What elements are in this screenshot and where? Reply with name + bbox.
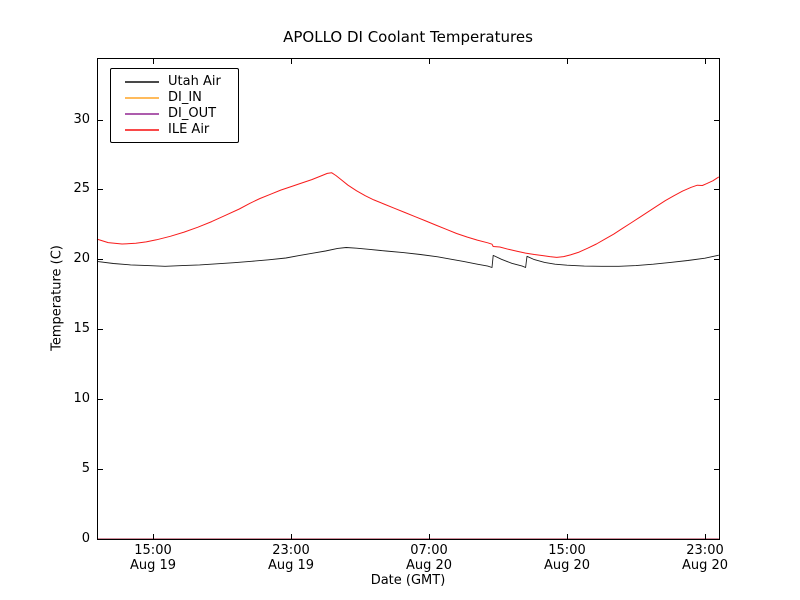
series-line-utah-air <box>96 247 719 268</box>
x-tick-label: 23:00 Aug 20 <box>681 543 729 573</box>
legend-line-utah-air <box>125 81 159 83</box>
y-tick-label: 5 <box>81 461 90 476</box>
y-tick-label: 25 <box>73 181 90 196</box>
chart-title: APOLLO DI Coolant Temperatures <box>283 28 533 46</box>
x-axis-label: Date (GMT) <box>370 573 446 588</box>
y-tick-label: 20 <box>73 251 90 266</box>
x-tick-label: 15:00 Aug 19 <box>129 543 177 573</box>
legend-line-ile-air <box>125 129 159 131</box>
legend-label: ILE Air <box>168 122 210 137</box>
legend-item-di-in: DI_IN <box>111 90 238 106</box>
series-line-ile-air <box>96 172 720 258</box>
legend: Utah Air DI_IN DI_OUT ILE Air <box>110 68 239 143</box>
y-tick-label: 0 <box>81 531 90 546</box>
legend-label: Utah Air <box>168 74 221 89</box>
x-tick-label: 23:00 Aug 19 <box>267 543 315 573</box>
y-tick-label: 30 <box>73 112 90 127</box>
x-tick-label: 15:00 Aug 20 <box>543 543 591 573</box>
y-tick-label: 15 <box>73 321 90 336</box>
legend-line-di-out <box>125 113 159 115</box>
legend-item-utah-air: Utah Air <box>111 74 238 90</box>
legend-item-ile-air: ILE Air <box>111 122 238 138</box>
axes-frame <box>97 58 720 540</box>
legend-label: DI_OUT <box>168 106 217 121</box>
legend-label: DI_IN <box>168 90 202 105</box>
x-tick-label: 07:00 Aug 20 <box>405 543 453 573</box>
legend-item-di-out: DI_OUT <box>111 106 238 122</box>
y-tick-label: 10 <box>73 391 90 406</box>
legend-line-di-in <box>125 97 159 99</box>
